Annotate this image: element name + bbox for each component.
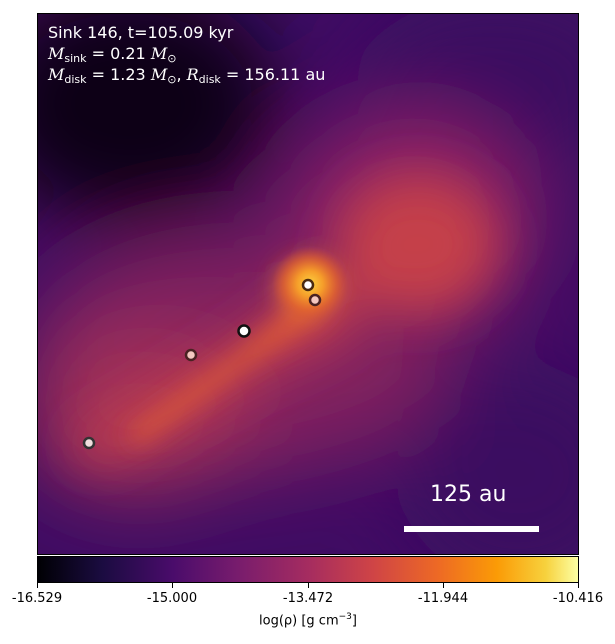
- sink-markers: [82, 278, 322, 450]
- sink-marker: [301, 278, 315, 292]
- scale-bar: [404, 526, 539, 532]
- disk-radius-value: 156.11: [244, 65, 301, 84]
- sink-marker: [184, 348, 198, 362]
- colorbar-tick: [37, 583, 38, 588]
- sink-time-label: Sink 146, t=105.09 kyr: [48, 23, 234, 42]
- colorbar-tick-label: -11.944: [417, 591, 469, 606]
- sink-marker: [308, 293, 322, 307]
- density-map: [38, 14, 578, 554]
- colorbar-tick-label: -10.416: [552, 591, 604, 606]
- colorbar-tick-label: -13.472: [282, 591, 334, 606]
- disk-mass-value: 1.23: [110, 65, 146, 84]
- colorbar-tick-label: -15.000: [146, 591, 198, 606]
- colorbar: [37, 556, 579, 583]
- sink-marker: [82, 436, 96, 450]
- sink-mass-label: Msink = 0.21 M⊙: [48, 44, 177, 65]
- colorbar-tick: [172, 583, 173, 588]
- colorbar-tick: [443, 583, 444, 588]
- density-map-panel: Sink 146, t=105.09 kyr Msink = 0.21 M⊙ M…: [37, 13, 579, 555]
- scale-bar-label: 125 au: [430, 482, 507, 507]
- colorbar-label: log(ρ) [g cm−3]: [259, 612, 357, 629]
- colorbar-tick-label: -16.529: [11, 591, 63, 606]
- colorbar-tick: [578, 583, 579, 588]
- colorbar-tick: [308, 583, 309, 588]
- sink-marker: [237, 324, 251, 338]
- disk-label: Mdisk = 1.23 M⊙, Rdisk = 156.11 au: [48, 65, 326, 86]
- sink-mass-value: 0.21: [110, 44, 146, 63]
